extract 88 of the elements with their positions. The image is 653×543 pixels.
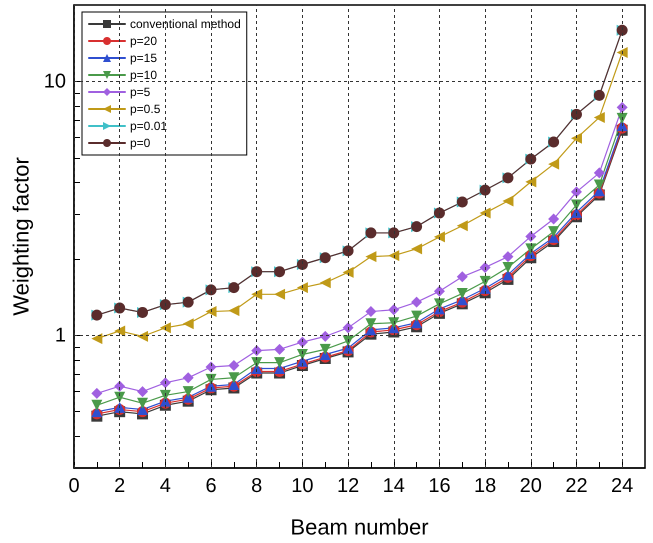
point — [570, 186, 582, 198]
point — [388, 250, 400, 262]
point — [228, 305, 240, 316]
point — [456, 288, 468, 300]
point — [616, 102, 628, 113]
point — [365, 251, 376, 262]
point — [434, 231, 445, 242]
legend-label: p=10 — [130, 68, 158, 82]
legend-label: p=5 — [130, 85, 151, 99]
point — [320, 277, 331, 288]
point — [206, 306, 217, 318]
x-tick-label: 16 — [428, 475, 451, 497]
point — [411, 296, 422, 308]
point — [365, 306, 376, 318]
point — [296, 348, 308, 360]
point — [570, 199, 582, 210]
point — [296, 336, 308, 348]
x-tick-label: 20 — [520, 475, 542, 497]
point — [274, 344, 286, 355]
x-tick-label: 24 — [611, 475, 634, 497]
point — [594, 179, 605, 190]
point — [594, 112, 605, 123]
point — [594, 167, 605, 178]
point — [206, 374, 217, 385]
point — [206, 361, 217, 372]
point — [525, 176, 536, 188]
point — [548, 158, 560, 170]
point — [137, 386, 148, 398]
legend-label: p=0.01 — [130, 119, 168, 133]
point — [114, 380, 126, 392]
point — [251, 288, 262, 300]
y-tick-label: 1 — [54, 324, 66, 346]
point — [456, 271, 468, 282]
point — [182, 386, 194, 398]
point — [480, 262, 491, 273]
x-tick-label: 8 — [251, 475, 262, 497]
point — [502, 251, 514, 262]
point — [251, 345, 262, 356]
x-tick-label: 0 — [68, 475, 80, 497]
x-axis-title: Beam number — [290, 514, 429, 540]
point — [616, 46, 628, 58]
x-tick-label: 4 — [160, 475, 171, 497]
x-tick-label: 18 — [474, 475, 496, 497]
legend-label: conventional method — [130, 17, 241, 31]
point — [525, 230, 536, 242]
point — [342, 322, 354, 334]
point — [114, 392, 126, 403]
x-tick-label: 14 — [382, 475, 405, 497]
x-tick-label: 12 — [336, 475, 360, 497]
point — [570, 132, 582, 144]
point — [548, 226, 560, 238]
point — [114, 402, 126, 413]
point — [274, 288, 286, 300]
point — [182, 372, 194, 384]
point — [182, 318, 194, 330]
legend-label: p=0.5 — [130, 102, 161, 116]
y-axis-title: Weighting factor — [8, 157, 34, 316]
point — [456, 220, 468, 232]
point — [160, 377, 171, 388]
point — [91, 400, 102, 411]
point — [274, 357, 286, 368]
point — [411, 243, 422, 254]
point — [434, 286, 445, 297]
x-tick-label: 10 — [291, 475, 314, 497]
legend-label: p=0 — [130, 136, 151, 150]
point — [160, 322, 171, 334]
point — [388, 304, 400, 316]
point — [411, 310, 422, 322]
point — [228, 372, 240, 384]
point — [502, 196, 514, 206]
legend-label: p=15 — [130, 51, 158, 65]
x-tick-label: 2 — [114, 475, 126, 497]
point — [251, 357, 262, 368]
point — [228, 360, 240, 372]
point — [548, 214, 560, 225]
x-tick-label: 6 — [205, 475, 217, 497]
x-tick-label: 22 — [565, 475, 588, 497]
point — [296, 282, 308, 294]
point — [320, 344, 331, 355]
point — [342, 266, 354, 278]
point — [91, 388, 102, 399]
point — [480, 208, 491, 219]
point — [320, 330, 331, 342]
point — [502, 262, 514, 273]
point — [365, 318, 376, 330]
point — [91, 333, 102, 344]
legend-label: p=20 — [130, 34, 158, 48]
point — [137, 398, 148, 409]
